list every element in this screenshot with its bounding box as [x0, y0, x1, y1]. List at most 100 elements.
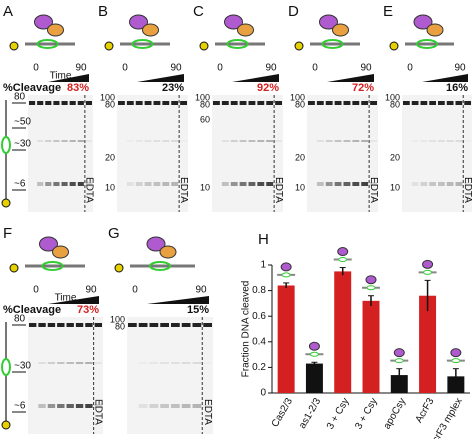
protein-icon [332, 23, 349, 37]
gel-band [75, 362, 84, 364]
gel-band [180, 101, 187, 105]
radio-label [104, 41, 114, 51]
time-wedge [48, 74, 89, 82]
protein-icon [129, 14, 148, 30]
gel-band [61, 140, 68, 142]
gel-band [144, 101, 152, 105]
gel-band [370, 101, 377, 105]
gel-band [162, 182, 170, 186]
gel-band [138, 323, 148, 327]
gel-band [149, 362, 159, 364]
dna-bubble [416, 39, 438, 49]
dna-bubble [36, 39, 59, 49]
gel-band [162, 140, 170, 142]
gel-band [239, 140, 247, 142]
edta-label: EDTA [202, 399, 213, 425]
ladder-label: 100 [110, 314, 125, 324]
gel-band [57, 404, 65, 408]
x-tick-label: 3 + Csy [353, 396, 380, 431]
radio-label [1, 198, 11, 208]
edta-label: EDTA [462, 177, 473, 203]
time-wedge [422, 74, 468, 82]
gel-band [37, 140, 44, 142]
dna-icon-bubble [366, 285, 376, 291]
protein-icon [142, 23, 159, 37]
dna-icon-bubble [451, 358, 461, 364]
panel-letter: G [108, 225, 120, 242]
gel-band [77, 182, 84, 186]
time-wedge [147, 296, 209, 304]
panel-letter: B [98, 3, 108, 20]
gel-band [171, 101, 179, 105]
gel-band [85, 101, 92, 105]
protein-icon [337, 247, 349, 257]
gel-band [47, 404, 56, 408]
protein-icon [426, 23, 444, 37]
gel-band [192, 323, 202, 327]
ladder-label: 20 [295, 152, 305, 162]
gel-band [343, 101, 351, 105]
time-label: 90 [75, 63, 87, 74]
protein-icon [393, 348, 405, 358]
gel-band [126, 101, 134, 105]
gel-band [257, 182, 265, 186]
x-tick-label: as1-2/3 [297, 396, 323, 431]
percent-label: %Cleavage [3, 82, 61, 94]
gel-band [149, 323, 159, 327]
dna-bubble [321, 39, 344, 49]
time-label: 0 [217, 63, 223, 74]
x-tick-label: Cas2/3 [270, 396, 296, 429]
marker-label: ~6 [14, 401, 26, 412]
gel-band [85, 323, 93, 327]
edta-label: EDTA [178, 177, 189, 203]
gel-band [38, 404, 46, 408]
panel-letter: A [3, 3, 13, 20]
bar [277, 285, 295, 393]
gel-band [438, 182, 445, 186]
edta-label: EDTA [273, 177, 284, 203]
gel-band [411, 140, 419, 142]
ladder-label: 20 [105, 152, 115, 162]
gel-band [420, 182, 428, 186]
gel-band [420, 140, 428, 142]
time-label: 90 [360, 63, 372, 74]
gel-band [316, 101, 324, 105]
dna-bubble [41, 261, 64, 271]
gel-band [275, 140, 282, 142]
time-label: Time [50, 71, 72, 82]
gel-band [230, 101, 238, 105]
panel-letter: F [3, 225, 12, 242]
gel-band [75, 404, 84, 408]
gel-band [248, 101, 256, 105]
marker-label: ~50 [14, 117, 31, 128]
gel [28, 95, 93, 212]
gel-band [266, 140, 274, 142]
time-label: Time [55, 293, 77, 304]
radio-label [389, 41, 399, 51]
gel-band [138, 362, 148, 364]
gel-band [221, 140, 229, 142]
gel-band [126, 182, 134, 186]
ladder-label: 100 [195, 92, 210, 102]
ladder-label: 10 [295, 182, 305, 192]
percent-label: %Cleavage [3, 304, 61, 316]
gel-band [135, 182, 143, 186]
gel [402, 95, 472, 212]
gel-band [94, 404, 102, 408]
gel-band [181, 404, 191, 408]
time-label: 0 [312, 63, 318, 74]
gel-band [352, 101, 360, 105]
gel-band [149, 404, 159, 408]
dna-icon-bubble [394, 358, 404, 364]
bar [334, 271, 352, 393]
gel-band [221, 101, 229, 105]
gel-band [370, 140, 377, 142]
dna-icon-bubble [309, 351, 319, 357]
gel-band [144, 182, 152, 186]
gel-band [275, 182, 282, 186]
time-label: 90 [195, 285, 207, 296]
gel-band [438, 140, 445, 142]
gel-band [38, 323, 46, 327]
gel-band [45, 140, 52, 142]
